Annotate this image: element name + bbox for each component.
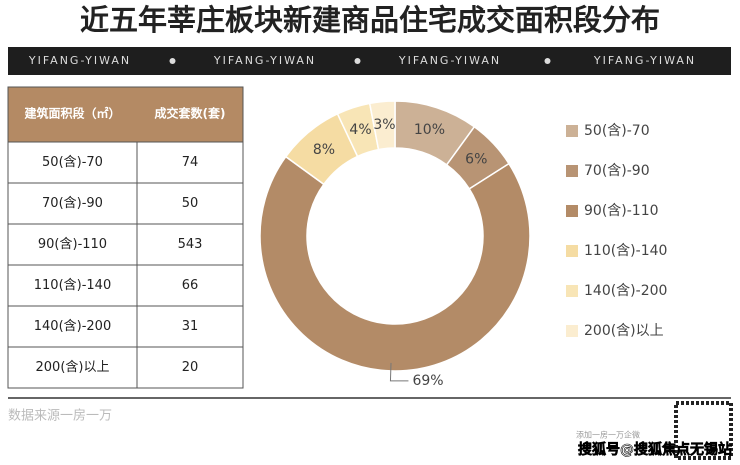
table-cell: 200(含)以上 [36,359,110,375]
table-cell: 50 [182,196,199,211]
table-cell: 74 [182,155,199,170]
legend-label: 50(含)-70 [584,123,650,139]
table-cell: 90(含)-110 [38,236,107,252]
qr-code [674,401,733,460]
legend-swatch [566,125,578,137]
table-cell: 70(含)-90 [42,195,103,211]
table-header: 建筑面积段（㎡） [23,106,120,121]
value-label: 6% [465,152,487,168]
table-cell: 110(含)-140 [34,277,111,293]
table-header: 成交套数(套) [155,106,226,121]
table-cell: 20 [182,360,199,375]
banner-dot [354,58,361,64]
legend-label: 110(含)-140 [584,243,667,259]
legend-label: 70(含)-90 [584,163,650,179]
banner [8,47,731,75]
value-label: 69% [412,373,443,389]
banner-text: YIFANG-YIWAN [213,54,316,67]
donut-slice [259,155,531,372]
legend-swatch [566,245,578,257]
table-row [7,346,244,389]
table-border [7,86,244,389]
table-cell: 543 [178,237,203,252]
credit: 搜狐号@搜狐焦点无锡站 [578,441,732,458]
legend-swatch [566,205,578,217]
leader-line [389,362,409,382]
banner-text: YIFANG-YIWAN [398,54,501,67]
legend-label: 90(含)-110 [584,203,659,219]
legend-label: 140(含)-200 [584,283,667,299]
value-label: 4% [349,122,371,138]
value-label: 3% [373,117,395,133]
title: 近五年莘庄板块新建商品住宅成交面积段分布 [80,3,660,37]
table-cell: 140(含)-200 [34,318,111,334]
banner-text: YIFANG-YIWAN [28,54,131,67]
source: 数据来源一房一万 [8,408,112,424]
qr-caption: 添加一房一万企微 [576,430,640,440]
value-label: 8% [313,142,335,158]
table-header-bg [8,87,243,142]
table-cell: 31 [182,319,199,334]
banner-dot [544,58,551,64]
legend-label: 200(含)以上 [584,323,664,339]
banner-text: YIFANG-YIWAN [593,54,696,67]
legend-swatch [566,285,578,297]
table-cell: 50(含)-70 [42,154,103,170]
legend-swatch [566,325,578,337]
table-cell: 66 [182,278,199,293]
legend-swatch [566,165,578,177]
banner-dot [169,58,176,64]
donut-slice [368,100,396,151]
value-label: 10% [414,122,445,138]
